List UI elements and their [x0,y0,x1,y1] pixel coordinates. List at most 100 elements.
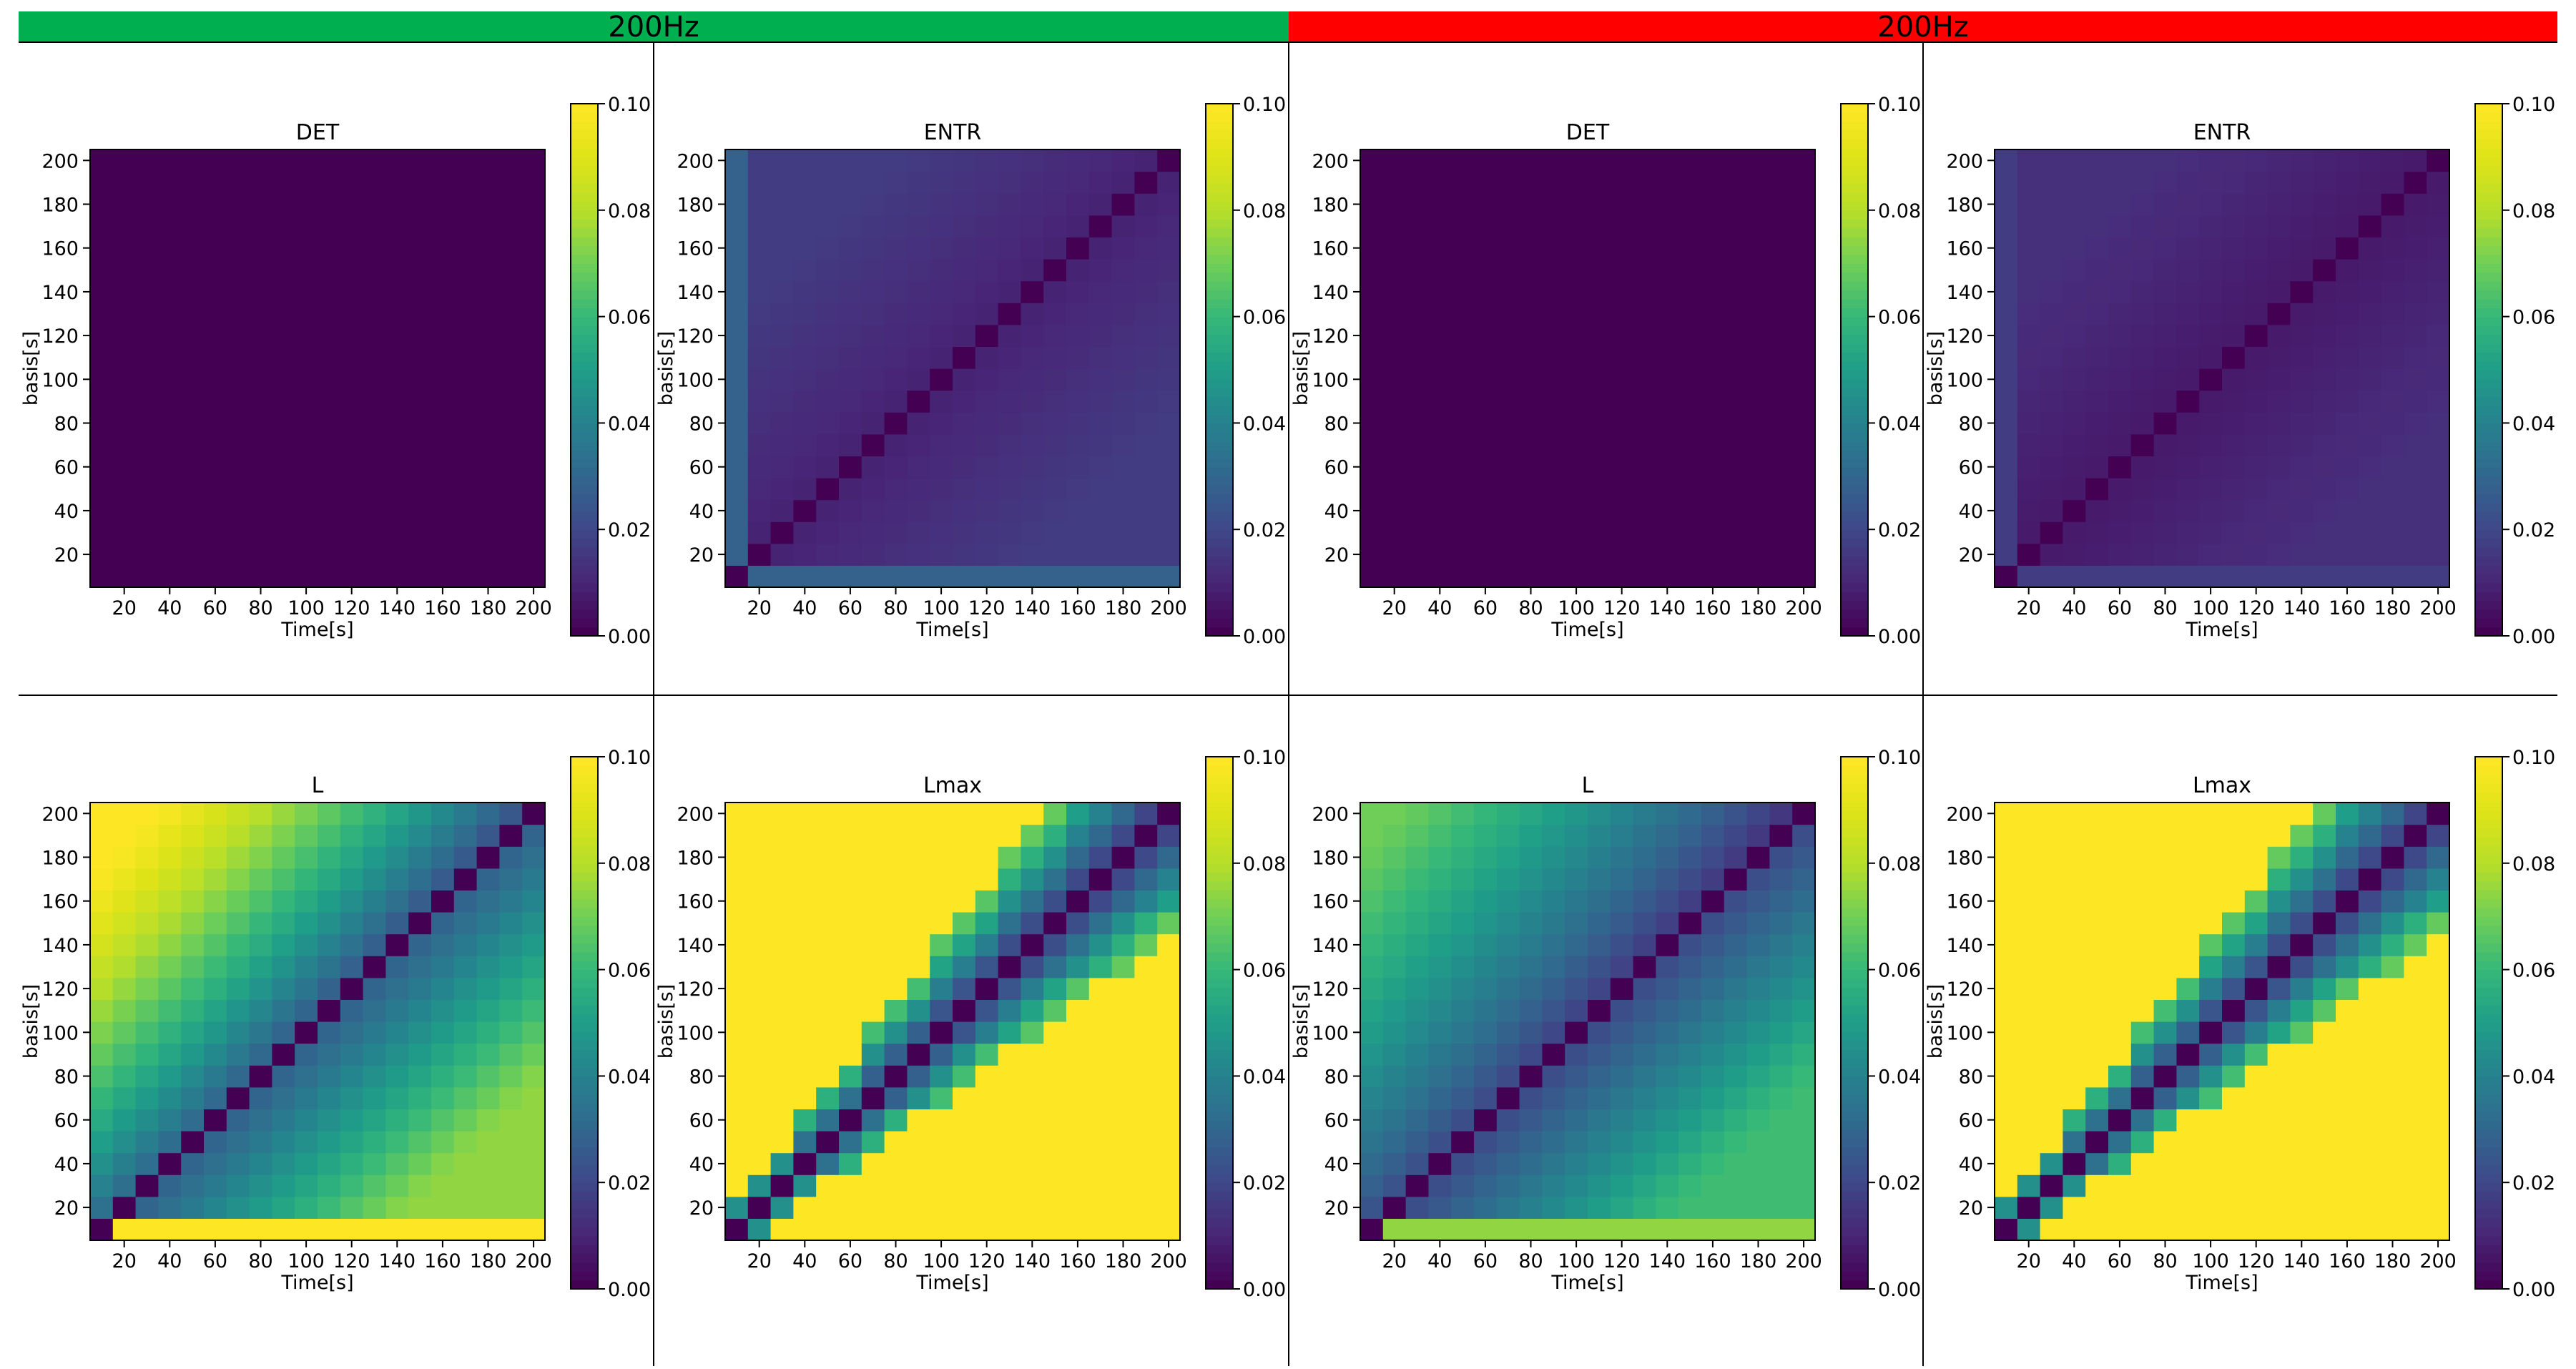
heatmap-cell [318,868,341,890]
heatmap-cell [340,521,364,544]
heatmap-cell [112,1218,137,1241]
x-tick-label: 60 [1473,597,1498,619]
heatmap-cell [204,521,227,544]
heatmap-cell [953,456,976,479]
heatmap-cell [747,259,772,282]
heatmap-cell [1542,259,1565,282]
colorbar-swatch [1206,951,1233,961]
heatmap-cell [2290,999,2314,1022]
heatmap-cell [1066,1065,1090,1088]
heatmap-cell [340,846,364,869]
heatmap-cell [816,346,840,369]
heatmap-cell [1769,1021,1793,1044]
colorbar-swatch [2475,818,2502,828]
heatmap-cell [1792,1152,1816,1175]
heatmap-cell [1588,1152,1611,1175]
heatmap-cell [1451,390,1475,413]
heatmap-cell [476,456,500,479]
heatmap-cell [907,824,930,847]
colorbar-tick-label: 0.00 [1243,626,1286,648]
heatmap-cell [998,1218,1021,1241]
heatmap-cell [1995,1065,2018,1088]
heatmap-cell [1360,933,1384,956]
heatmap-cell [2199,237,2223,260]
heatmap-cell [476,303,500,325]
heatmap-cell [1451,521,1475,544]
heatmap-cell [816,259,840,282]
x-tick-label: 160 [1694,1250,1731,1272]
colorbar-swatch [1841,792,1868,802]
heatmap-cell [1405,433,1429,456]
heatmap-cell [861,956,885,978]
colorbar-swatch [2475,298,2502,308]
heatmap-cell [318,956,341,978]
x-tick-label: 100 [1558,597,1595,619]
heatmap-cell [318,259,341,282]
y-tick-label: 120 [41,978,79,1001]
heatmap-cell [2267,868,2291,890]
heatmap-cell [249,565,272,588]
heatmap-cell [295,215,318,237]
heatmap-cell [1792,193,1816,216]
heatmap-cell [2199,543,2223,566]
heatmap-cell [2267,237,2291,260]
heatmap-cell [2336,956,2359,978]
heatmap-cell [2427,346,2450,369]
heatmap-cell [861,565,885,588]
y-tick-label: 120 [1946,325,1983,348]
y-tick-label: 100 [1312,369,1349,391]
x-tick-label: 60 [203,1250,227,1272]
heatmap-cell [839,956,862,978]
y-tick-label: 60 [1324,457,1349,479]
heatmap-cell [408,543,432,566]
heatmap-cell [1088,412,1113,435]
heatmap-cell [2381,977,2404,1000]
heatmap-cell [1746,280,1770,303]
heatmap-cell [408,1196,432,1219]
heatmap-cell [839,324,862,347]
heatmap-cell [2336,499,2359,522]
heatmap-cell [2381,259,2404,282]
heatmap-cell [1610,412,1634,435]
x-tick-label: 140 [1649,597,1686,619]
heatmap-cell [158,868,182,890]
heatmap-cell [1656,346,1679,369]
colorbar-swatch [2475,219,2502,229]
x-tick-label: 120 [968,1250,1006,1272]
x-tick-label: 180 [1105,1250,1142,1272]
colorbar-swatch [1206,1245,1233,1255]
heatmap-cell [431,521,455,544]
heatmap-cell [907,1174,930,1197]
heatmap-cell [2040,912,2063,935]
colorbar-swatch [1206,263,1233,273]
heatmap-cell [1157,149,1181,172]
heatmap-cell [204,259,227,282]
heatmap-cell [1678,259,1702,282]
x-tick-label: 200 [1785,1250,1822,1272]
heatmap-cell [2336,368,2359,391]
heatmap-cell [861,1196,885,1219]
heatmap-panel-bottom-mid-right: L20 40 60 80 100 120 140 160 180 200Time[s]204060… [1290,747,1921,1301]
heatmap-cell [2358,1196,2382,1219]
heatmap-cell [2244,1152,2268,1175]
colorbar-frame [570,103,599,637]
heatmap-cell [340,149,364,172]
heatmap-cell [135,543,159,566]
heatmap-cell [90,433,114,456]
heatmap-cell [1633,303,1656,325]
heatmap-cell [725,1043,749,1066]
heatmap-cell [1633,390,1656,413]
heatmap-cell [340,1043,364,1066]
heatmap-cell [1360,868,1384,890]
heatmap-cell [1405,412,1429,435]
heatmap-cell [499,977,523,1000]
colorbar-swatch [2475,890,2502,900]
heatmap-cell [2108,1218,2132,1241]
heatmap-cell [2313,303,2336,325]
heatmap-cell [1792,868,1816,890]
colorbar: 0.000.020.040.060.080.10 [1205,747,1286,1301]
heatmap-cell [1382,565,1407,588]
banner-green-label: 200Hz [608,11,699,44]
heatmap-cell [181,390,205,413]
heatmap-cell [2267,1065,2291,1088]
